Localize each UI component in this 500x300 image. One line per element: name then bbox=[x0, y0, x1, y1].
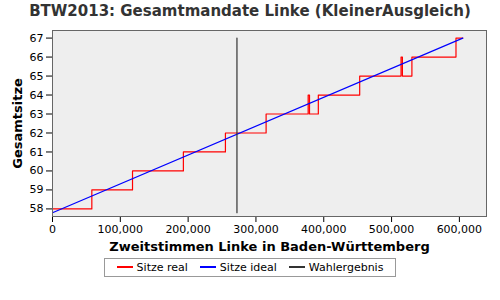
svg-text:100,000: 100,000 bbox=[98, 223, 144, 236]
svg-text:62: 62 bbox=[30, 127, 44, 140]
svg-text:500,000: 500,000 bbox=[369, 223, 415, 236]
html-text:Sitze ideal: Sitze ideal bbox=[219, 260, 277, 274]
svg-text:65: 65 bbox=[30, 70, 44, 83]
html-text:BTW2013: Gesamtmandate Linke (: BTW2013: Gesamtmandate Linke (KleinerAus… bbox=[29, 2, 471, 20]
svg-text:0: 0 bbox=[49, 223, 56, 236]
html-text:Wahlergebnis: Wahlergebnis bbox=[308, 260, 384, 274]
svg-text:300,000: 300,000 bbox=[233, 223, 279, 236]
svg-text:200,000: 200,000 bbox=[165, 223, 211, 236]
html-text:Sitze real: Sitze real bbox=[136, 260, 188, 274]
svg-text:61: 61 bbox=[30, 145, 44, 158]
svg-text:Zweitstimmen Linke in Baden-Wü: Zweitstimmen Linke in Baden-Württemberg bbox=[109, 239, 429, 254]
svg-text:600,000: 600,000 bbox=[437, 223, 483, 236]
svg-text:60: 60 bbox=[30, 164, 44, 177]
svg-text:Gesamtsitze: Gesamtsitze bbox=[10, 78, 25, 169]
svg-text:59: 59 bbox=[30, 183, 44, 196]
svg-text:58: 58 bbox=[30, 202, 44, 215]
svg-text:400,000: 400,000 bbox=[301, 223, 347, 236]
svg-text:66: 66 bbox=[30, 51, 44, 64]
svg-text:63: 63 bbox=[30, 108, 44, 121]
svg-text:64: 64 bbox=[30, 89, 44, 102]
svg-text:67: 67 bbox=[30, 32, 44, 45]
